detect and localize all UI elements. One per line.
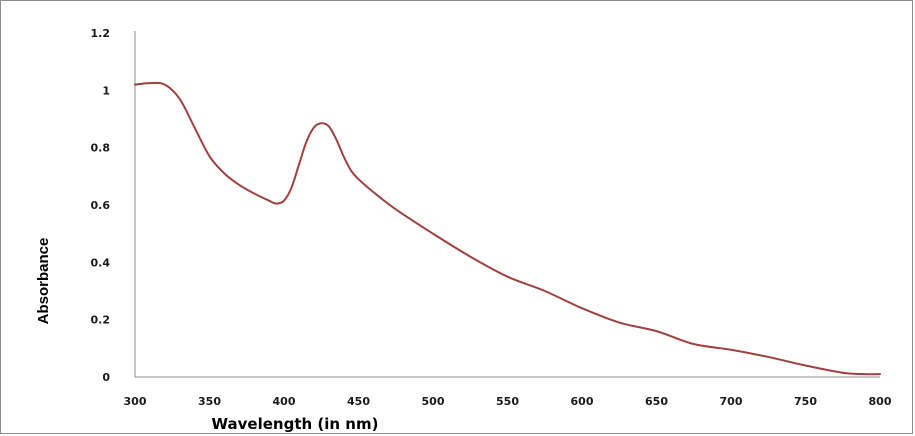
y-tick-label: 0 [102, 371, 110, 384]
x-tick-label: 350 [198, 395, 221, 408]
y-tick-label: 1 [102, 84, 110, 97]
y-tick-label: 1.2 [91, 27, 111, 40]
y-axis-title: Absorbance [35, 238, 52, 325]
series-line [134, 81, 881, 376]
x-tick-label: 300 [124, 395, 147, 408]
x-tick-label: 500 [422, 395, 445, 408]
x-tick-label: 600 [571, 395, 594, 408]
x-tick-label: 800 [869, 395, 892, 408]
y-tick-label: 0.6 [91, 199, 111, 212]
tick-labels: 0 0.2 0.4 0.6 0.8 1 1.2 300 350 400 450 500 550 600 65… [91, 27, 892, 408]
x-tick-label: 750 [794, 395, 817, 408]
y-tick-label: 0.8 [91, 142, 111, 155]
x-tick-label: 650 [645, 395, 668, 408]
x-tick-label: 400 [273, 395, 296, 408]
plot-area [134, 81, 881, 376]
y-tick-label: 0.4 [91, 256, 111, 269]
x-tick-label: 700 [720, 395, 743, 408]
x-axis-title: Wavelength (in nm) [212, 415, 379, 433]
x-tick-label: 450 [347, 395, 370, 408]
x-tick-label: 550 [496, 395, 519, 408]
axes [134, 31, 880, 378]
y-tick-label: 0.2 [91, 314, 111, 327]
